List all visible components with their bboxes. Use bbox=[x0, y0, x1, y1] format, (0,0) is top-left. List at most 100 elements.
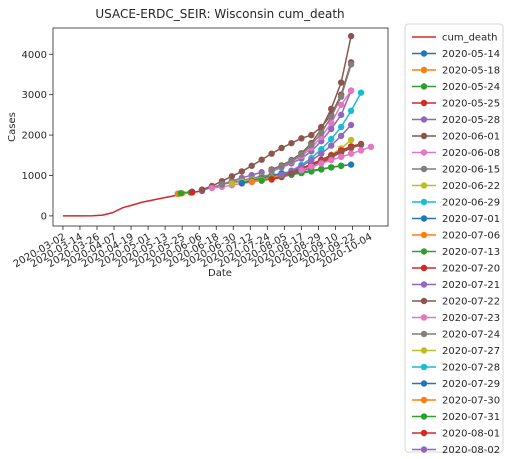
legend-marker-2020-07-06 bbox=[420, 231, 428, 239]
plot-area bbox=[52, 27, 389, 227]
legend-marker-2020-06-15 bbox=[420, 165, 428, 173]
legend-marker-2020-06-08 bbox=[420, 149, 428, 156]
data-point-2020-08-10 bbox=[347, 150, 355, 157]
data-point-2020-08-02 bbox=[328, 142, 335, 149]
legend-label: cum_death bbox=[442, 33, 497, 44]
data-point-2020-07-21 bbox=[328, 125, 335, 133]
data-point-2020-07-24 bbox=[268, 167, 275, 174]
legend-label: 2020-06-22 bbox=[442, 181, 500, 192]
series-lines bbox=[62, 32, 375, 217]
legend-label: 2020-06-08 bbox=[442, 148, 500, 159]
data-point-2020-08-03 bbox=[288, 170, 295, 177]
legend-label: 2020-07-30 bbox=[442, 396, 500, 407]
legend-marker-2020-07-13 bbox=[420, 248, 428, 255]
data-point-2020-08-10 bbox=[318, 160, 325, 167]
data-point-2020-08-02 bbox=[337, 132, 345, 140]
legend-label: 2020-05-28 bbox=[442, 115, 500, 126]
legend-label: 2020-06-29 bbox=[442, 198, 500, 209]
series-line-2020-06-01 bbox=[201, 62, 352, 191]
data-point-2020-07-24 bbox=[278, 162, 285, 170]
data-point-2020-07-28 bbox=[347, 107, 355, 115]
legend-marker-2020-08-01 bbox=[420, 429, 428, 437]
legend-box bbox=[404, 23, 504, 453]
data-point-2020-06-01 bbox=[248, 162, 255, 169]
legend-label: 2020-07-06 bbox=[442, 231, 500, 242]
legend-marker-2020-07-27 bbox=[420, 347, 428, 354]
legend-label: 2020-07-21 bbox=[442, 280, 500, 291]
data-point-2020-07-31 bbox=[308, 168, 315, 175]
y-tick-label: 3000 bbox=[22, 90, 47, 101]
legend-label: 2020-07-23 bbox=[442, 313, 500, 324]
data-point-2020-06-22 bbox=[228, 180, 236, 187]
data-point-2020-08-02 bbox=[318, 150, 325, 157]
legend-label: 2020-07-13 bbox=[442, 247, 500, 258]
y-axis-label: Cases bbox=[7, 112, 18, 142]
data-point-2020-06-01 bbox=[278, 144, 285, 152]
data-point-2020-07-31 bbox=[337, 162, 345, 169]
data-point-2020-06-01 bbox=[288, 139, 295, 147]
data-point-2020-07-21 bbox=[337, 111, 345, 119]
data-point-2020-07-22 bbox=[337, 79, 345, 86]
legend-label: 2020-07-27 bbox=[442, 346, 500, 357]
data-point-2020-07-20 bbox=[268, 176, 275, 183]
data-point-2020-06-08 bbox=[208, 184, 216, 192]
legend-label: 2020-07-24 bbox=[442, 330, 500, 341]
legend-marker-2020-07-22 bbox=[420, 297, 428, 305]
data-point-2020-07-28 bbox=[328, 135, 335, 143]
data-point-2020-07-31 bbox=[318, 166, 325, 173]
legend-marker-2020-07-21 bbox=[420, 281, 428, 288]
legend-label: 2020-06-15 bbox=[442, 165, 500, 176]
legend-label: 2020-07-29 bbox=[442, 379, 500, 390]
data-point-2020-06-01 bbox=[298, 135, 305, 142]
data-point-2020-08-10 bbox=[298, 167, 305, 174]
legend-marker-2020-07-24 bbox=[420, 330, 428, 338]
data-point-2020-08-10 bbox=[367, 143, 375, 150]
data-point-2020-08-02 bbox=[347, 121, 355, 129]
data-point-2020-06-01 bbox=[228, 173, 236, 180]
y-tick-label: 0 bbox=[41, 211, 47, 222]
data-point-2020-07-24 bbox=[318, 129, 325, 137]
data-point-2020-07-28 bbox=[337, 123, 345, 131]
legend-label: 2020-07-01 bbox=[442, 214, 500, 225]
legend-label: 2020-07-20 bbox=[442, 264, 500, 275]
data-point-2020-07-28 bbox=[318, 146, 325, 153]
data-point-2020-07-24 bbox=[298, 151, 305, 158]
legend-label: 2020-05-25 bbox=[442, 99, 500, 110]
data-point-2020-06-01 bbox=[258, 156, 265, 163]
legend-marker-2020-07-01 bbox=[420, 215, 428, 222]
data-point-2020-05-25 bbox=[188, 189, 196, 196]
legend-marker-2020-08-02 bbox=[420, 446, 428, 453]
data-point-2020-08-03 bbox=[337, 149, 345, 156]
data-point-2020-08-03 bbox=[347, 144, 355, 152]
data-point-2020-07-13 bbox=[258, 177, 265, 184]
legend-marker-2020-05-28 bbox=[420, 116, 428, 123]
data-point-2020-08-10 bbox=[357, 147, 365, 154]
data-point-2020-07-24 bbox=[347, 61, 355, 68]
legend-marker-2020-05-25 bbox=[420, 99, 428, 107]
legend-marker-2020-07-20 bbox=[420, 264, 428, 272]
legend-marker-2020-07-30 bbox=[420, 396, 428, 404]
data-point-2020-07-27 bbox=[347, 136, 355, 144]
legend-label: 2020-05-24 bbox=[442, 82, 500, 93]
y-axis: 0 1000 2000 3000 4000 bbox=[22, 50, 53, 222]
data-point-2020-07-22 bbox=[328, 105, 335, 113]
data-point-2020-07-24 bbox=[308, 141, 315, 149]
data-point-2020-07-06 bbox=[248, 178, 255, 185]
data-point-2020-08-03 bbox=[357, 141, 365, 148]
legend-marker-2020-05-18 bbox=[420, 66, 428, 74]
legend-label: 2020-08-02 bbox=[442, 445, 500, 456]
legend: cum_death 2020-05-14 2020-05-18 2020-05-24 2… bbox=[412, 33, 500, 456]
x-axis: 2020-03-022020-03-142020-03-262020-04-07… bbox=[12, 226, 374, 270]
data-point-2020-07-31 bbox=[328, 164, 335, 171]
legend-marker-2020-07-28 bbox=[420, 363, 428, 371]
legend-marker-2020-07-31 bbox=[420, 413, 428, 420]
data-point-2020-06-01 bbox=[238, 168, 245, 175]
legend-marker-2020-06-22 bbox=[420, 182, 428, 189]
data-point-2020-07-24 bbox=[288, 157, 295, 165]
y-tick-label: 4000 bbox=[22, 50, 47, 61]
data-point-2020-06-01 bbox=[198, 186, 206, 193]
data-point-2020-07-23 bbox=[328, 119, 335, 127]
legend-label: 2020-05-18 bbox=[442, 66, 500, 77]
data-point-2020-07-28 bbox=[357, 89, 365, 96]
